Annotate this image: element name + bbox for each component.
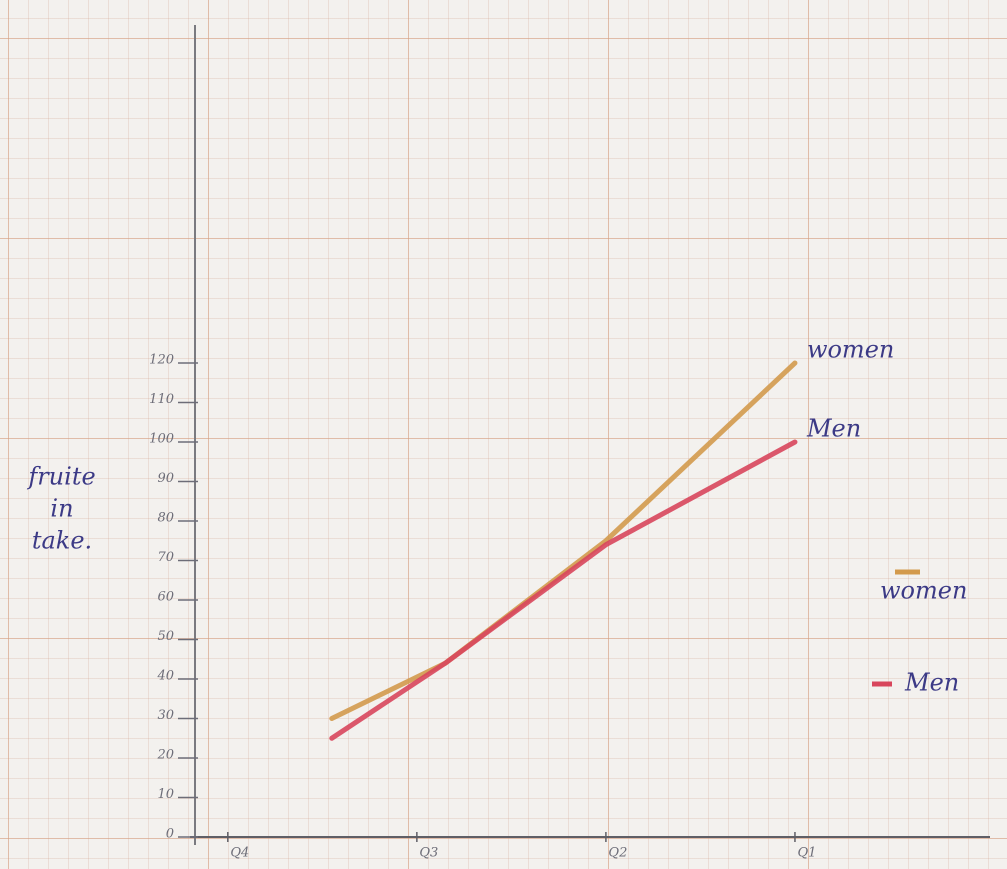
y-tick-label: 80 <box>157 511 174 526</box>
chart: 0 10 20 30 40 50 60 70 80 90 100 110 120 Q4 Q3 Q2 Q1 frui… <box>0 0 1007 869</box>
y-tick-label: 50 <box>157 629 174 644</box>
y-tick-label: 90 <box>157 471 174 486</box>
x-tick-label: Q2 <box>608 846 627 861</box>
y-tick-label: 110 <box>149 392 174 407</box>
y-tick-label: 20 <box>156 748 174 763</box>
y-tick-label: 70 <box>157 550 174 565</box>
y-tick-label: 100 <box>149 432 174 447</box>
y-axis-label: in <box>50 495 73 523</box>
page: {"chart_data": {"type": "line", "y_label… <box>0 0 1007 869</box>
y-axis-label: fruite <box>26 463 95 491</box>
series-end-label: Men <box>806 415 861 443</box>
y-tick-label: 10 <box>157 787 174 802</box>
legend-label: Men <box>904 669 959 697</box>
line <box>332 363 795 719</box>
line <box>332 442 795 738</box>
series-end-label: women <box>807 336 894 364</box>
y-tick-label: 30 <box>157 708 174 723</box>
x-tick-label: Q3 <box>419 846 438 861</box>
x-tick-label: Q4 <box>230 846 249 861</box>
y-tick-label: 40 <box>156 669 174 684</box>
y-axis-label: take. <box>32 527 92 555</box>
y-tick-label: 0 <box>166 827 174 842</box>
x-tick-label: Q1 <box>797 846 816 861</box>
y-tick-label: 60 <box>157 590 174 605</box>
y-tick-label: 120 <box>149 353 174 368</box>
legend-label: women <box>880 577 967 605</box>
